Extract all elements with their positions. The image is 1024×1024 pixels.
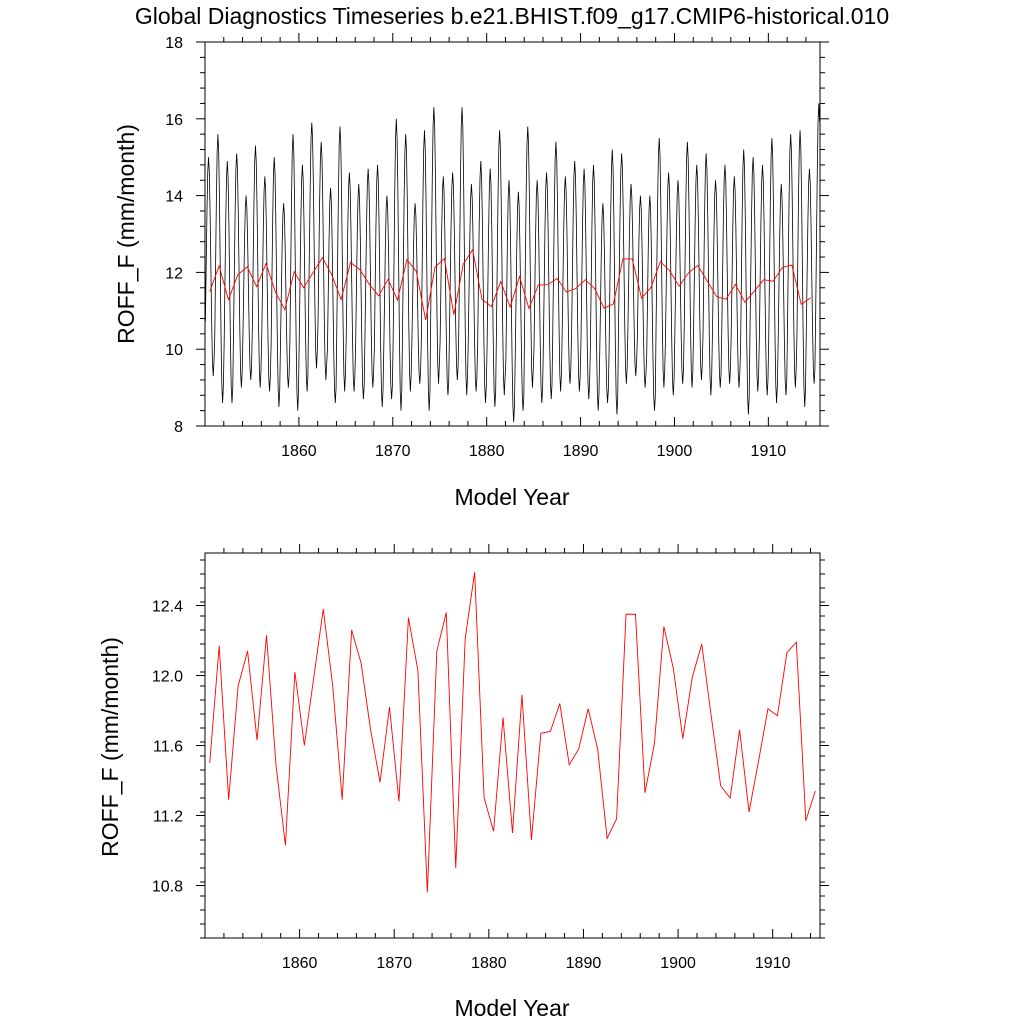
top-y-tick-label: 10 xyxy=(165,342,183,359)
bottom-y-tick-label: 11.6 xyxy=(153,739,183,756)
top-y-tick-label: 8 xyxy=(174,419,183,436)
top-y-axis-label: ROFF_F (mm/month) xyxy=(113,124,139,344)
bottom-y-tick-label: 12.0 xyxy=(152,669,183,686)
top-x-tick-label: 1900 xyxy=(657,443,693,460)
top-annual-mean-line xyxy=(209,248,811,321)
bottom-y-tick-label: 12.4 xyxy=(152,599,183,616)
top-y-tick-label: 12 xyxy=(165,265,183,282)
bottom-x-axis-label: Model Year xyxy=(454,995,569,1021)
top-plot-frame xyxy=(204,41,821,427)
chart-title: Global Diagnostics Timeseries b.e21.BHIS… xyxy=(135,3,889,29)
top-y-tick-label: 18 xyxy=(165,35,183,52)
bottom-x-tick-label: 1900 xyxy=(660,955,696,972)
top-x-tick-label: 1890 xyxy=(563,443,599,460)
top-monthly-series-line xyxy=(204,103,821,423)
top-panel: 1860 1870 1880 1890 1900 1910 8 10 12 14 16 18 Mode… xyxy=(113,33,829,510)
bottom-y-axis-label: ROFF_F (mm/month) xyxy=(97,637,123,857)
top-x-axis-label: Model Year xyxy=(454,484,569,510)
bottom-y-tick-label: 11.2 xyxy=(153,809,183,826)
top-tick-layer: 1860 1870 1880 1890 1900 1910 8 10 12 14 16 18 xyxy=(165,33,829,460)
bottom-x-tick-label: 1890 xyxy=(566,955,602,972)
bottom-panel: 1860 1870 1880 1890 1900 1910 10.8 11.2 11.6 12.0… xyxy=(97,544,829,1021)
top-x-tick-label: 1870 xyxy=(375,443,411,460)
bottom-y-tick-label: 10.8 xyxy=(152,879,183,896)
bottom-tick-layer: 1860 1870 1880 1890 1900 1910 10.8 11.2 11.6 12.0… xyxy=(152,544,829,972)
top-x-tick-label: 1880 xyxy=(469,443,505,460)
top-y-tick-label: 14 xyxy=(165,189,183,206)
bottom-x-tick-label: 1910 xyxy=(755,955,791,972)
bottom-series-layer xyxy=(209,572,816,893)
bottom-x-tick-label: 1870 xyxy=(376,955,412,972)
top-y-tick-label: 16 xyxy=(165,112,183,129)
bottom-x-tick-label: 1880 xyxy=(471,955,507,972)
bottom-x-tick-label: 1860 xyxy=(282,955,318,972)
top-series-layer xyxy=(204,103,821,423)
top-x-tick-label: 1860 xyxy=(281,443,317,460)
bottom-annual-mean-line xyxy=(209,572,816,893)
top-x-tick-label: 1910 xyxy=(751,443,787,460)
bottom-plot-frame xyxy=(204,552,821,939)
